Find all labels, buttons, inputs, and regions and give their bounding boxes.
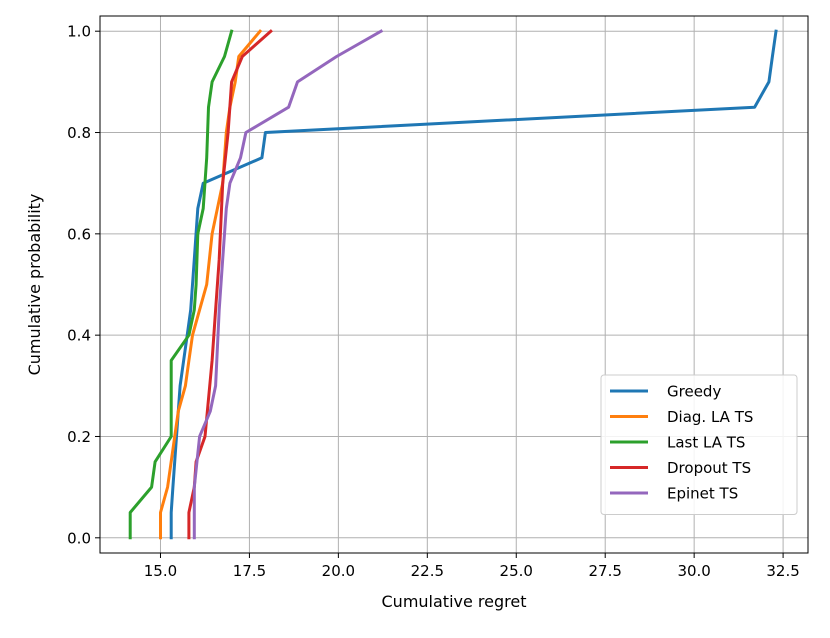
legend-label: Epinet TS	[667, 485, 738, 503]
y-tick-label: 0.8	[67, 124, 91, 142]
legend-box	[600, 374, 798, 515]
series-line-1	[169, 29, 778, 540]
y-tick-label: 0.6	[67, 225, 91, 243]
legend: Greedy Diag. LA TS Last LA TS Dropout TS Epi…	[600, 374, 798, 515]
y-axis-ticks: 0.0 0.2 0.4 0.6 0.8 1.0	[67, 23, 100, 547]
x-tick-label: 27.5	[589, 562, 622, 580]
x-tick-label: 15.0	[144, 562, 177, 580]
y-tick-label: 0.2	[67, 428, 91, 446]
series-line-5	[192, 29, 384, 540]
plot-frame	[99, 15, 809, 554]
y-tick-label: 0.0	[67, 529, 91, 547]
legend-label: Dropout TS	[667, 459, 751, 477]
series-line-4	[187, 29, 273, 540]
x-tick-label: 17.5	[233, 562, 266, 580]
y-tick-label: 0.4	[67, 327, 91, 345]
legend-label: Last LA TS	[667, 434, 745, 452]
x-tick-label: 20.0	[322, 562, 355, 580]
x-tick-label: 22.5	[411, 562, 444, 580]
x-tick-label: 30.0	[677, 562, 710, 580]
legend-label: Greedy	[667, 383, 721, 401]
y-axis-label: Cumulative probability	[25, 194, 44, 376]
x-axis-label: Cumulative regret	[382, 592, 527, 611]
series-line-3	[128, 29, 234, 540]
y-tick-label: 1.0	[67, 23, 91, 41]
series-lines	[128, 29, 778, 540]
legend-label: Diag. LA TS	[667, 408, 753, 426]
x-tick-label: 32.5	[766, 562, 799, 580]
x-axis-ticks: 15.0 17.5 20.0 22.5 25.0 27.5 30.0 32.5	[144, 553, 800, 580]
x-tick-label: 25.0	[500, 562, 533, 580]
